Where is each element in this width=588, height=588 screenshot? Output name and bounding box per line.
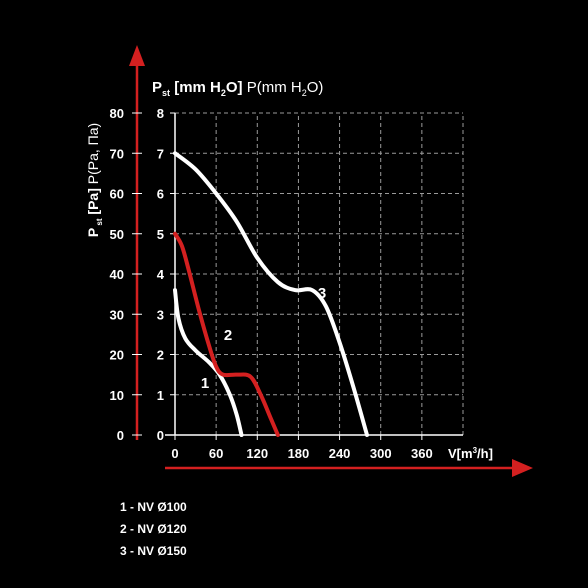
x-tick-label: 60 [209, 446, 223, 461]
legend: 1 - NV Ø100 2 - NV Ø120 3 - NV Ø150 [120, 500, 187, 566]
x-tick-label: 180 [288, 446, 310, 461]
x-tick-label: 240 [329, 446, 351, 461]
y-mm-tick-label: 8 [157, 106, 164, 121]
x-tick-label: 0 [171, 446, 178, 461]
x-tick-label: 360 [411, 446, 433, 461]
y-mm-tick-label: 5 [157, 227, 164, 242]
y-pa-tick-label: 0 [117, 428, 124, 443]
y-pa-tick-label: 70 [110, 146, 124, 161]
y-pa-tick-label: 20 [110, 348, 124, 363]
series-line-3 [173, 151, 369, 437]
legend-item-1: 1 - NV Ø100 [120, 500, 187, 514]
y-mm-tick-label: 7 [157, 146, 164, 161]
y-mm-axis-title: Pst [mm H2O] P(mm H2O) [152, 79, 323, 98]
x-axis-label: V[m3/h] [448, 446, 493, 461]
y-axis-arrow-head [129, 45, 145, 66]
series-line-1 [173, 288, 244, 437]
x-tick-label: 300 [370, 446, 392, 461]
y-mm-tick-label: 1 [157, 388, 164, 403]
y-pa-axis-title: P st [Pa] P(Pa, Па) [85, 123, 104, 237]
y-mm-tick-label: 3 [157, 307, 164, 322]
y-pa-tick-label: 30 [110, 307, 124, 322]
y-mm-tick-label: 2 [157, 348, 164, 363]
y-mm-tick-label: 6 [157, 187, 164, 202]
y-mm-tick-label: 4 [157, 267, 165, 282]
legend-item-3: 3 - NV Ø150 [120, 544, 187, 558]
y-pa-tick-label: 40 [110, 267, 124, 282]
series-line-2 [173, 231, 280, 437]
curve-label-3: 3 [318, 285, 326, 302]
y-pa-tick-label: 50 [110, 227, 124, 242]
x-tick-label: 120 [246, 446, 268, 461]
y-pa-tick-label: 60 [110, 187, 124, 202]
x-axis-arrow-head [512, 459, 533, 477]
y-pa-tick-label: 10 [110, 388, 124, 403]
y-pa-tick-label: 80 [110, 106, 124, 121]
curve-label-1: 1 [201, 375, 209, 392]
y-mm-tick-label: 0 [157, 428, 164, 443]
curve-label-2: 2 [224, 327, 232, 344]
legend-item-2: 2 - NV Ø120 [120, 522, 187, 536]
